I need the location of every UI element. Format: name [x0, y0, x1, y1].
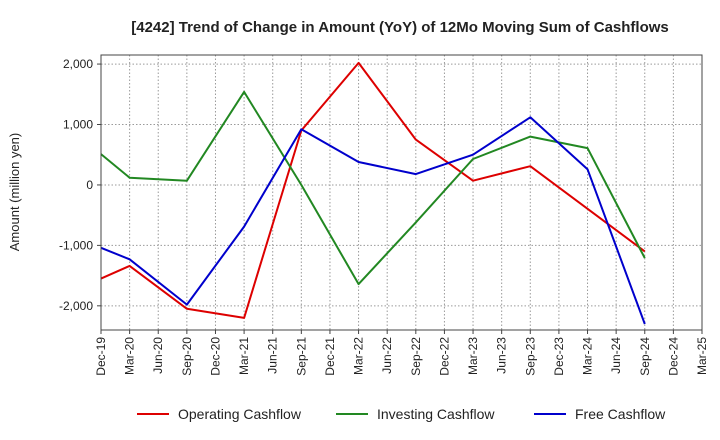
- x-tick-label: Mar-25: [695, 337, 709, 375]
- x-tick-label: Dec-21: [323, 337, 337, 376]
- x-tick-label: Dec-19: [94, 337, 108, 376]
- series-line-free-cashflow: [100, 116, 646, 325]
- x-tick-label: Dec-24: [666, 337, 680, 376]
- y-tick-label: 1,000: [63, 118, 93, 132]
- series-line-operating-cashflow: [100, 61, 646, 319]
- legend-label-investing-cashflow: Investing Cashflow: [377, 406, 495, 422]
- legend-label-free-cashflow: Free Cashflow: [575, 406, 666, 422]
- x-tick-label: Sep-20: [180, 337, 194, 376]
- x-tick-label: Dec-22: [437, 337, 451, 376]
- x-tick-label: Sep-22: [409, 337, 423, 376]
- x-tick-label: Jun-21: [266, 337, 280, 374]
- x-tick-label: Sep-24: [638, 337, 652, 376]
- x-tick-label: Mar-21: [237, 337, 251, 375]
- x-tick-label: Jun-23: [495, 337, 509, 374]
- legend: Operating Cashflow Investing Cashflow Free…: [137, 406, 666, 422]
- x-tick-label: Jun-22: [380, 337, 394, 374]
- y-tick-label: 0: [86, 178, 93, 192]
- x-tick-label: Jun-24: [609, 337, 623, 374]
- plot-frame: [100, 54, 703, 331]
- chart-title: [4242] Trend of Change in Amount (YoY) o…: [131, 19, 669, 36]
- grid: [100, 55, 703, 330]
- y-tick-label: 2,000: [63, 57, 93, 71]
- x-tick-label: Mar-24: [581, 337, 595, 375]
- x-tick-label: Jun-20: [151, 337, 165, 374]
- x-tick-label: Mar-23: [466, 337, 480, 375]
- series-line-investing-cashflow: [100, 90, 646, 286]
- y-tick-label: -1,000: [59, 238, 93, 252]
- x-ticks: Dec-19 Mar-20 Jun-20 Sep-20 Dec-20 Mar-21 Jun-…: [94, 330, 709, 376]
- x-tick-label: Mar-20: [123, 337, 137, 375]
- x-tick-label: Sep-21: [294, 337, 308, 376]
- legend-label-operating-cashflow: Operating Cashflow: [178, 406, 302, 422]
- y-axis-label: Amount (million yen): [7, 133, 22, 252]
- x-tick-label: Mar-22: [352, 337, 366, 375]
- y-ticks: 2,000 1,000 0 -1,000 -2,000: [59, 57, 101, 313]
- x-tick-label: Sep-23: [523, 337, 537, 376]
- x-tick-label: Dec-23: [552, 337, 566, 376]
- x-tick-label: Dec-20: [208, 337, 222, 376]
- y-tick-label: -2,000: [59, 299, 93, 313]
- series-layer: [100, 61, 646, 325]
